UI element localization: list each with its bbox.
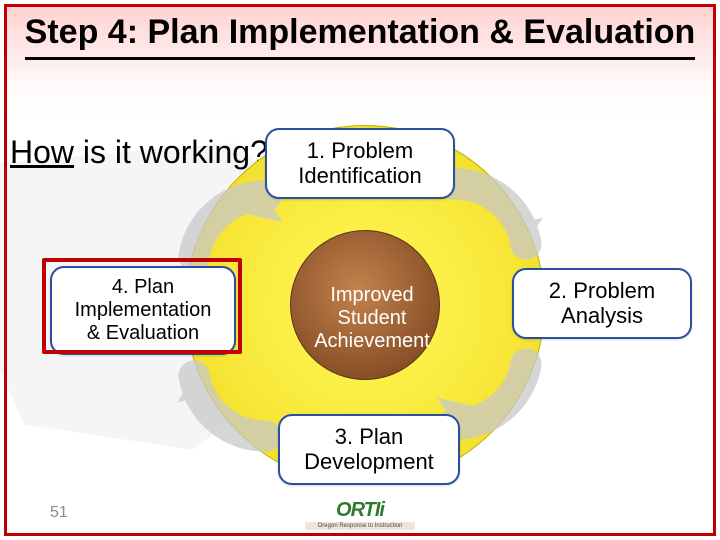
logo-subtext: Oregon Response to Instruction bbox=[305, 522, 415, 530]
cycle-node-bottom: 3. Plan Development bbox=[278, 414, 460, 485]
highlight-box bbox=[42, 258, 242, 354]
arrow-icon bbox=[170, 340, 290, 460]
footer-logo: ORTIi Oregon Response to Instruction bbox=[305, 499, 415, 530]
title-band: Step 4: Plan Implementation & Evaluation bbox=[6, 6, 714, 116]
page-number: 51 bbox=[50, 504, 68, 522]
cycle-node-right: 2. Problem Analysis bbox=[512, 268, 692, 339]
cycle-node-center: Improved Student Achievement bbox=[296, 276, 448, 361]
cycle-node-top: 1. Problem Identification bbox=[265, 128, 455, 199]
page-title: Step 4: Plan Implementation & Evaluation bbox=[25, 12, 696, 60]
logo-text: ORTIi bbox=[336, 499, 384, 521]
question-emphasis: How bbox=[10, 134, 74, 170]
